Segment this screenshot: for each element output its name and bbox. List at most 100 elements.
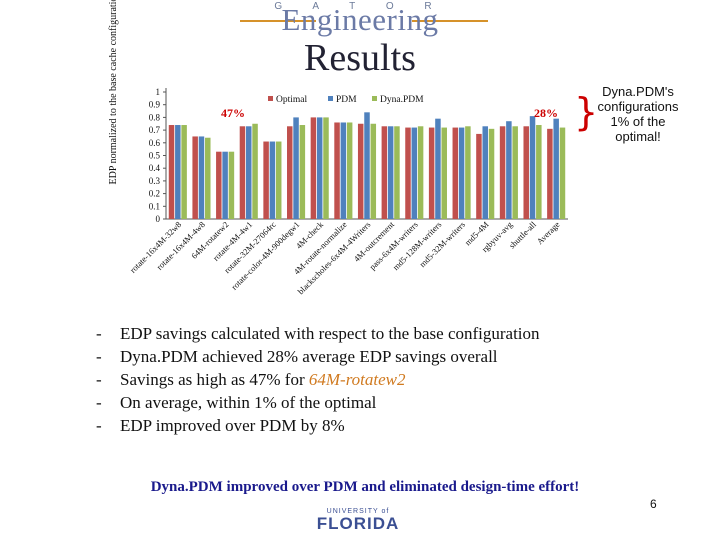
chart-legend: Optimal PDM Dyna.PDM [268,95,424,105]
bar-dynapdm [488,128,495,219]
bar-optimal [452,127,459,219]
bar-pdm [387,126,394,219]
bar-pdm [222,151,228,219]
bar-dynapdm [252,123,258,219]
bar-optimal [499,126,506,219]
bar-pdm [246,126,252,219]
annotation-label: 28% [534,106,558,120]
bar-dynapdm [394,126,400,219]
bar-optimal [168,125,175,219]
y-tick-label: 0.6 [149,138,161,148]
conclusion-banner: Dyna.PDM improved over PDM and eliminate… [150,479,580,495]
header-rule-left [240,20,316,22]
benchmark-name: 64M-rotatew2 [308,370,406,389]
bullet-marker: - [96,347,102,366]
header-rule-right [412,20,488,22]
y-tick-label: 0.4 [149,163,161,173]
bar-optimal [310,117,317,219]
y-tick-label: 0.2 [149,189,160,199]
bar-dynapdm [370,123,377,219]
bar-pdm [529,116,536,219]
legend-swatch [328,96,333,101]
bullet-marker: - [96,393,102,412]
bar-optimal [381,126,388,219]
bar-dynapdm [417,126,424,219]
bullet-item: - On average, within 1% of the optimal [96,393,377,412]
brace-icon: } [574,90,599,134]
bar-optimal [523,126,529,219]
bar-optimal [428,127,435,219]
logo-florida: FLORIDA [316,514,400,533]
bar-pdm [411,127,418,219]
bar-dynapdm [205,137,211,219]
bar-dynapdm [228,151,235,219]
bar-optimal [287,126,293,219]
legend-label: PDM [336,95,357,105]
bullet-list: - EDP savings calculated with respect to … [96,322,540,437]
header-gator: G A T O R [274,1,446,12]
bar-pdm [316,117,323,219]
bar-pdm [175,125,181,219]
bar-dynapdm [346,122,353,219]
bullet-item: - EDP improved over PDM by 8% [96,416,345,435]
bar-pdm [198,136,205,219]
bar-optimal [476,133,482,219]
chart-annotations: 47% 28% [221,106,558,120]
bar-chart: 0 0.1 0.2 0.3 0.4 0.5 0.6 0.7 0.8 0.9 1 rotate-16x… [128,87,568,296]
y-tick-label: 0.7 [149,125,161,135]
bar-pdm [293,117,299,219]
bar-dynapdm [275,141,282,219]
y-tick-label: 0.8 [149,112,161,122]
y-tick-label: 0.5 [149,151,161,161]
bar-pdm [553,118,559,219]
bar-pdm [435,118,441,219]
y-tick-label: 0.9 [149,100,161,110]
bar-optimal [239,126,246,219]
side-note: Dyna.PDM's configurations 1% of the opti… [597,84,679,144]
page-number: 6 [650,497,657,511]
bar-optimal [405,127,411,219]
bar-dynapdm [181,125,187,219]
bar-optimal [192,136,198,219]
bar-optimal [216,151,222,219]
y-tick-label: 0.1 [149,201,160,211]
bar-dynapdm [299,125,306,219]
bar-dynapdm [512,126,518,219]
bar-pdm [506,121,512,219]
y-tick-label: 1 [156,87,161,97]
header-engineering: Engineering [281,2,439,37]
x-tick-label: Average [535,219,562,246]
bar-dynapdm [323,117,329,219]
header-banner: G A T O R Engineering [0,0,720,38]
bullet-item: - Dyna.PDM achieved 28% average EDP savin… [96,347,498,366]
logo-university-of: UNIVERSITY of [326,508,390,515]
bar-dynapdm [536,125,542,219]
bar-optimal [334,122,340,219]
bullet-marker: - [96,416,102,435]
y-tick-label: 0 [156,214,161,224]
bar-pdm [364,112,370,219]
bar-pdm [340,122,347,219]
legend-label: Optimal [276,95,307,105]
bar-dynapdm [559,127,566,219]
legend-swatch [372,96,377,101]
bullet-marker: - [96,370,102,389]
bullet-item: - EDP savings calculated with respect to … [96,324,540,343]
chart-bars [168,112,566,219]
bullet-item: - Savings as high as 47% for 64M-rotatew2 [96,370,406,389]
annotation-label: 47% [221,106,245,120]
bar-dynapdm [465,126,471,219]
bar-optimal [357,123,364,219]
bullet-marker: - [96,324,102,343]
x-tick-label: shuttle-all [507,219,539,251]
bar-dynapdm [441,127,447,219]
legend-label: Dyna.PDM [380,95,424,105]
slide-title: Results [304,37,416,79]
bar-pdm [458,127,465,219]
university-logo: UNIVERSITY of FLORIDA [288,508,428,533]
y-tick-label: 0.3 [149,176,161,186]
x-tick-labels: rotate-16x4M-32w8rotate-16x4M-4w864M-rot… [128,219,562,296]
bar-pdm [482,126,488,219]
bar-optimal [547,128,553,219]
legend-swatch [268,96,273,101]
